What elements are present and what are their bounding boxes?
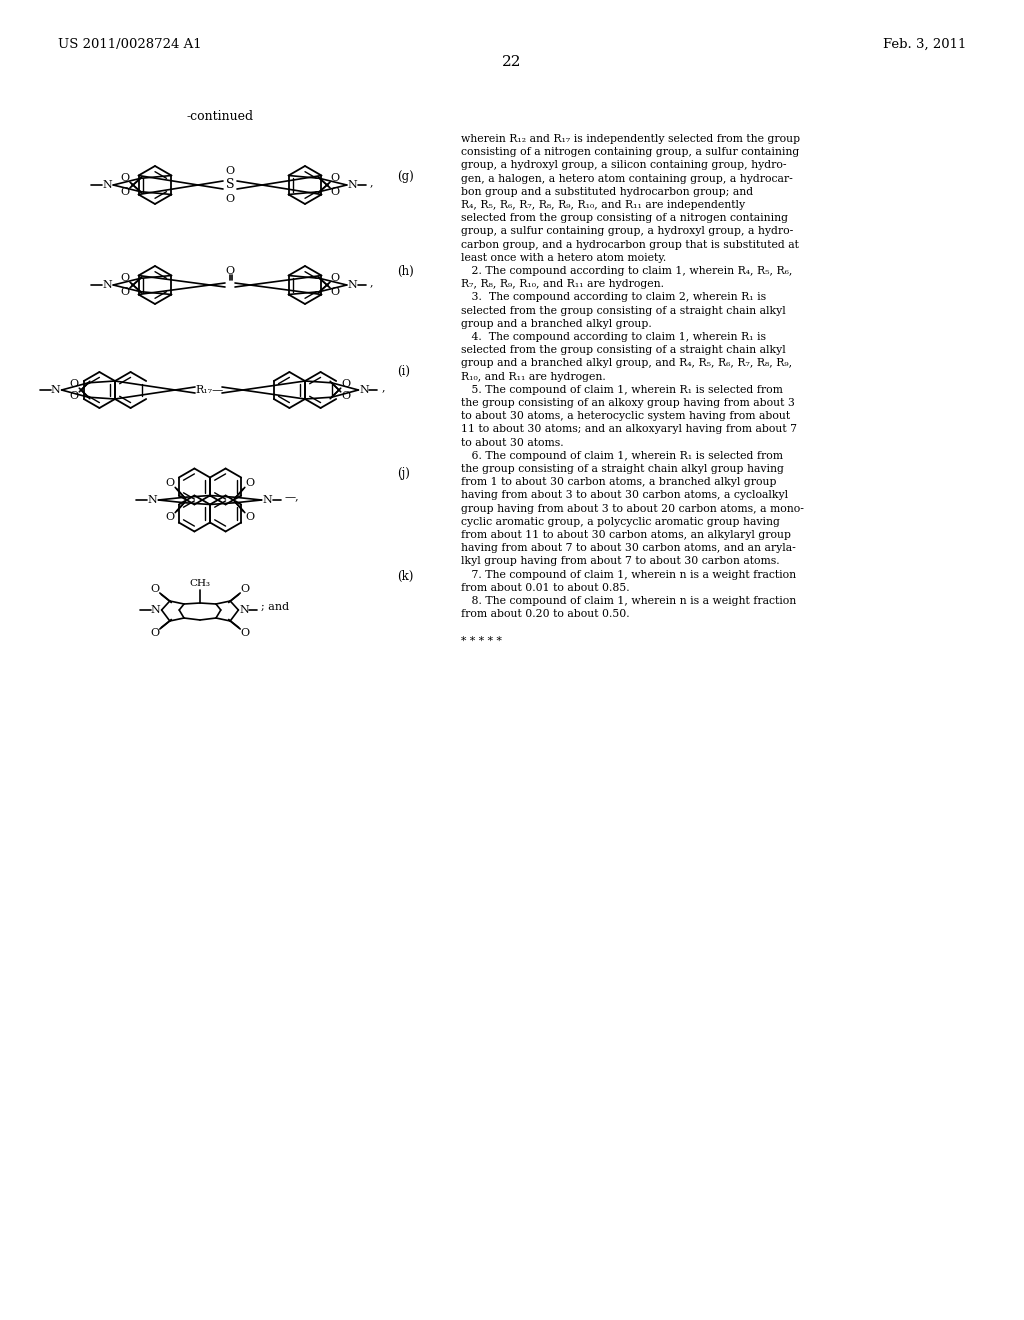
Text: wherein R₁₂ and R₁₇ is independently selected from the group: wherein R₁₂ and R₁₇ is independently sel…: [461, 135, 800, 144]
Text: N: N: [147, 495, 158, 506]
Text: O: O: [166, 512, 175, 521]
Text: 5. The compound of claim 1, wherein R₁ is selected from: 5. The compound of claim 1, wherein R₁ i…: [461, 385, 783, 395]
Text: the group consisting of a straight chain alkyl group having: the group consisting of a straight chain…: [461, 465, 784, 474]
Text: (k): (k): [397, 570, 414, 583]
Text: 2. The compound according to claim 1, wherein R₄, R₅, R₆,: 2. The compound according to claim 1, wh…: [461, 267, 793, 276]
Text: 4.  The compound according to claim 1, wherein R₁ is: 4. The compound according to claim 1, wh…: [461, 333, 766, 342]
Text: consisting of a nitrogen containing group, a sulfur containing: consisting of a nitrogen containing grou…: [461, 148, 800, 157]
Text: N: N: [348, 280, 357, 290]
Text: selected from the group consisting of a straight chain alkyl: selected from the group consisting of a …: [461, 306, 785, 315]
Text: group, a sulfur containing group, a hydroxyl group, a hydro-: group, a sulfur containing group, a hydr…: [461, 227, 794, 236]
Text: CH₃: CH₃: [189, 579, 211, 589]
Text: O: O: [331, 187, 340, 197]
Text: 22: 22: [502, 55, 522, 69]
Text: O: O: [225, 267, 234, 276]
Text: the group consisting of an alkoxy group having from about 3: the group consisting of an alkoxy group …: [461, 399, 795, 408]
Text: from about 0.20 to about 0.50.: from about 0.20 to about 0.50.: [461, 610, 630, 619]
Text: O: O: [121, 187, 130, 197]
Text: O: O: [151, 583, 160, 594]
Text: group and a branched alkyl group, and R₄, R₅, R₆, R₇, R₈, R₉,: group and a branched alkyl group, and R₄…: [461, 359, 793, 368]
Text: O: O: [331, 173, 340, 183]
Text: group and a branched alkyl group.: group and a branched alkyl group.: [461, 319, 651, 329]
Text: N: N: [240, 605, 249, 615]
Text: O: O: [70, 379, 79, 389]
Text: having from about 7 to about 30 carbon atoms, and an aryla-: having from about 7 to about 30 carbon a…: [461, 544, 796, 553]
Text: to about 30 atoms, a heterocyclic system having from about: to about 30 atoms, a heterocyclic system…: [461, 412, 791, 421]
Text: cyclic aromatic group, a polycyclic aromatic group having: cyclic aromatic group, a polycyclic arom…: [461, 517, 780, 527]
Text: O: O: [166, 478, 175, 488]
Text: N: N: [51, 385, 60, 395]
Text: O: O: [331, 286, 340, 297]
Text: (g): (g): [397, 170, 414, 183]
Text: O: O: [241, 583, 250, 594]
Text: N: N: [102, 180, 112, 190]
Text: bon group and a substituted hydrocarbon group; and: bon group and a substituted hydrocarbon …: [461, 187, 753, 197]
Text: O: O: [151, 628, 160, 638]
Text: ,: ,: [370, 277, 374, 286]
Text: R₇, R₈, R₉, R₁₀, and R₁₁ are hydrogen.: R₇, R₈, R₉, R₁₀, and R₁₁ are hydrogen.: [461, 280, 664, 289]
Text: group, a hydroxyl group, a silicon containing group, hydro-: group, a hydroxyl group, a silicon conta…: [461, 161, 786, 170]
Text: from about 11 to about 30 carbon atoms, an alkylaryl group: from about 11 to about 30 carbon atoms, …: [461, 531, 791, 540]
Text: 7. The compound of claim 1, wherein n is a weight fraction: 7. The compound of claim 1, wherein n is…: [461, 570, 796, 579]
Text: O: O: [241, 628, 250, 638]
Text: US 2011/0028724 A1: US 2011/0028724 A1: [58, 38, 202, 51]
Text: R₁₇—: R₁₇—: [196, 385, 224, 395]
Text: (i): (i): [397, 366, 410, 378]
Text: (j): (j): [397, 467, 410, 480]
Text: 6. The compound of claim 1, wherein R₁ is selected from: 6. The compound of claim 1, wherein R₁ i…: [461, 451, 783, 461]
Text: carbon group, and a hydrocarbon group that is substituted at: carbon group, and a hydrocarbon group th…: [461, 240, 799, 249]
Text: -continued: -continued: [186, 110, 254, 123]
Text: from about 0.01 to about 0.85.: from about 0.01 to about 0.85.: [461, 583, 630, 593]
Text: O: O: [245, 478, 254, 488]
Text: * * * * *: * * * * *: [461, 636, 502, 645]
Text: 3.  The compound according to claim 2, wherein R₁ is: 3. The compound according to claim 2, wh…: [461, 293, 766, 302]
Text: lkyl group having from about 7 to about 30 carbon atoms.: lkyl group having from about 7 to about …: [461, 557, 779, 566]
Text: —,: —,: [285, 492, 299, 502]
Text: (h): (h): [397, 265, 414, 279]
Text: O: O: [70, 391, 79, 401]
Text: O: O: [121, 173, 130, 183]
Text: O: O: [225, 194, 234, 205]
Text: gen, a halogen, a hetero atom containing group, a hydrocar-: gen, a halogen, a hetero atom containing…: [461, 174, 793, 183]
Text: O: O: [245, 512, 254, 521]
Text: Feb. 3, 2011: Feb. 3, 2011: [883, 38, 966, 51]
Text: N: N: [102, 280, 112, 290]
Text: N: N: [348, 180, 357, 190]
Text: least once with a hetero atom moiety.: least once with a hetero atom moiety.: [461, 253, 667, 263]
Text: O: O: [331, 273, 340, 284]
Text: to about 30 atoms.: to about 30 atoms.: [461, 438, 563, 447]
Text: 11 to about 30 atoms; and an alkoxyaryl having from about 7: 11 to about 30 atoms; and an alkoxyaryl …: [461, 425, 797, 434]
Text: O: O: [121, 273, 130, 284]
Text: N: N: [263, 495, 272, 506]
Text: N: N: [151, 605, 161, 615]
Text: O: O: [341, 379, 350, 389]
Text: S: S: [225, 178, 234, 191]
Text: O: O: [121, 286, 130, 297]
Text: selected from the group consisting of a nitrogen containing: selected from the group consisting of a …: [461, 214, 788, 223]
Text: ,: ,: [381, 381, 385, 392]
Text: N: N: [359, 385, 370, 395]
Text: ,: ,: [370, 177, 374, 187]
Text: selected from the group consisting of a straight chain alkyl: selected from the group consisting of a …: [461, 346, 785, 355]
Text: from 1 to about 30 carbon atoms, a branched alkyl group: from 1 to about 30 carbon atoms, a branc…: [461, 478, 776, 487]
Text: O: O: [341, 391, 350, 401]
Text: R₄, R₅, R₆, R₇, R₈, R₉, R₁₀, and R₁₁ are independently: R₄, R₅, R₆, R₇, R₈, R₉, R₁₀, and R₁₁ are…: [461, 201, 745, 210]
Text: group having from about 3 to about 20 carbon atoms, a mono-: group having from about 3 to about 20 ca…: [461, 504, 804, 513]
Text: O: O: [225, 166, 234, 176]
Text: R₁₀, and R₁₁ are hydrogen.: R₁₀, and R₁₁ are hydrogen.: [461, 372, 606, 381]
Text: 8. The compound of claim 1, wherein n is a weight fraction: 8. The compound of claim 1, wherein n is…: [461, 597, 797, 606]
Text: ; and: ; and: [261, 602, 290, 612]
Text: having from about 3 to about 30 carbon atoms, a cycloalkyl: having from about 3 to about 30 carbon a…: [461, 491, 788, 500]
